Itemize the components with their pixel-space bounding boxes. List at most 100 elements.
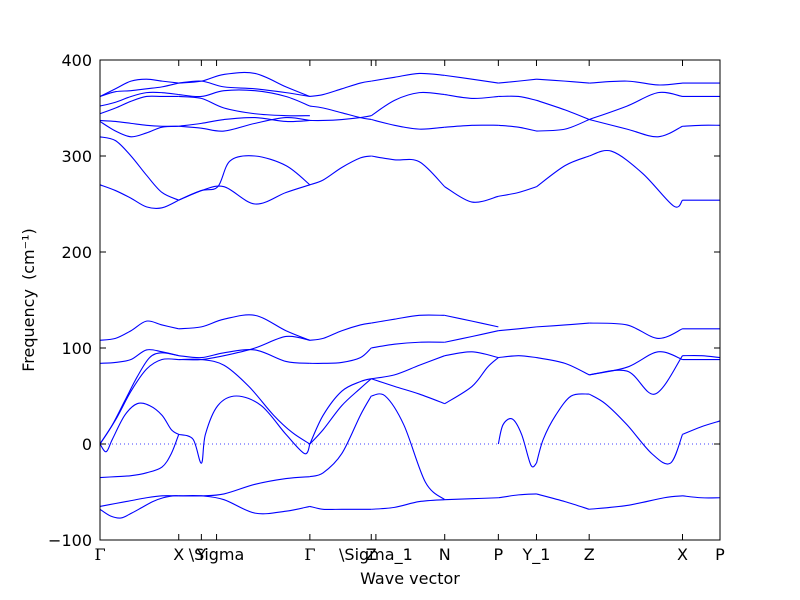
plot-frame: [99, 59, 721, 541]
band-line-54: [444, 330, 499, 343]
band-line-5: [99, 358, 179, 445]
band-line-8: [99, 184, 179, 210]
band-line-65: [498, 124, 537, 132]
band-line-66: [498, 95, 537, 101]
y-tick-label: 100: [61, 339, 92, 358]
band-line-82: [589, 118, 683, 138]
band-line-39: [309, 105, 372, 121]
x-tick-label: Z: [366, 545, 377, 564]
band-line-86: [682, 420, 721, 435]
band-line-46: [371, 314, 445, 324]
x-tick-label: \Sigma_1: [339, 545, 413, 565]
band-line-9: [99, 136, 179, 201]
x-tick-label: Z: [584, 545, 595, 564]
band-line-71: [536, 322, 590, 328]
band-line-35: [309, 347, 372, 364]
y-axis-title-text: Frequency: [19, 289, 38, 372]
band-line-55: [444, 314, 499, 328]
band-line-74: [536, 99, 590, 121]
band-line-33: [309, 378, 372, 445]
x-tick-label: N: [439, 545, 451, 564]
band-line-62: [498, 355, 537, 359]
band-line-48: [371, 118, 445, 130]
band-line-2: [99, 434, 180, 479]
band-line-59: [444, 74, 499, 84]
band-line-38: [309, 115, 372, 122]
band-line-42: [371, 393, 446, 501]
band-line-34: [309, 378, 372, 445]
x-tick-label: Γ: [304, 545, 315, 564]
x-tick-label: Y_1: [522, 545, 551, 565]
y-axis: −100 0 100 200 300 400: [48, 51, 720, 550]
band-line-25: [178, 117, 310, 132]
band-line-58: [444, 94, 499, 99]
band-line-63: [498, 326, 537, 332]
band-line-41: [371, 499, 445, 510]
band-line-83: [588, 91, 683, 121]
band-line-50: [371, 72, 445, 82]
band-line-7: [99, 320, 179, 341]
band-line-3: [99, 402, 180, 453]
band-line-10: [99, 119, 179, 127]
band-line-68: [536, 493, 590, 510]
band-line-69: [535, 393, 590, 464]
band-line-73: [536, 119, 590, 132]
x-tick-label: Γ: [94, 545, 105, 564]
band-line-47: [371, 155, 446, 188]
band-line-18: [178, 395, 311, 464]
band-line-49: [370, 91, 445, 117]
band-line-57: [444, 124, 499, 128]
band-line-31: [309, 505, 372, 511]
band-line-30: [178, 80, 310, 98]
band-line-6: [99, 348, 179, 364]
y-tick-label: −100: [48, 531, 92, 550]
band-line-85: [682, 495, 721, 499]
band-line-21: [178, 335, 310, 361]
band-line-12: [99, 95, 179, 115]
y-axis-title: Frequency (cm⁻¹): [19, 228, 38, 371]
band-line-15: [99, 78, 179, 97]
band-line-45: [371, 341, 445, 349]
band-line-60: [498, 493, 537, 499]
band-line-61: [497, 418, 537, 468]
band-line-84: [589, 80, 683, 86]
band-line-28: [178, 89, 311, 107]
band-line-51: [444, 497, 499, 501]
band-line-53: [444, 351, 499, 359]
band-line-91: [682, 124, 721, 127]
x-tick-label: X: [173, 545, 184, 564]
y-tick-label: 400: [61, 51, 92, 70]
band-line-13: [99, 91, 179, 107]
band-line-43: [371, 378, 445, 405]
band-line-26: [178, 117, 310, 127]
band-line-75: [536, 78, 590, 84]
band-line-20: [178, 349, 310, 364]
band-line-40: [309, 80, 372, 98]
band-line-70: [536, 357, 590, 376]
x-tick-label: \Sigma: [189, 545, 245, 564]
band-line-67: [498, 78, 537, 84]
band-line-72: [536, 155, 590, 188]
band-line-27: [178, 95, 310, 117]
band-line-64: [498, 186, 537, 197]
band-line-77: [588, 393, 684, 465]
band-line-37: [309, 155, 372, 186]
y-tick-label: 0: [82, 435, 92, 454]
band-line-79: [589, 351, 683, 376]
band-line-80: [589, 322, 683, 339]
band-line-36: [309, 322, 372, 341]
band-line-81: [589, 149, 683, 208]
x-tick-label: X: [677, 545, 688, 564]
band-line-11: [99, 120, 179, 138]
y-axis-title-unit: (cm⁻¹): [19, 228, 38, 280]
y-tick-label: 300: [61, 147, 92, 166]
x-tick-label: P: [715, 545, 725, 564]
x-tick-label: Y: [195, 545, 206, 564]
band-line-76: [589, 495, 683, 510]
band-line-32: [309, 395, 372, 478]
band-line-17: [178, 495, 310, 515]
band-line-88: [682, 354, 721, 359]
band-line-14: [99, 82, 179, 98]
x-axis-title: Wave vector: [360, 569, 460, 588]
